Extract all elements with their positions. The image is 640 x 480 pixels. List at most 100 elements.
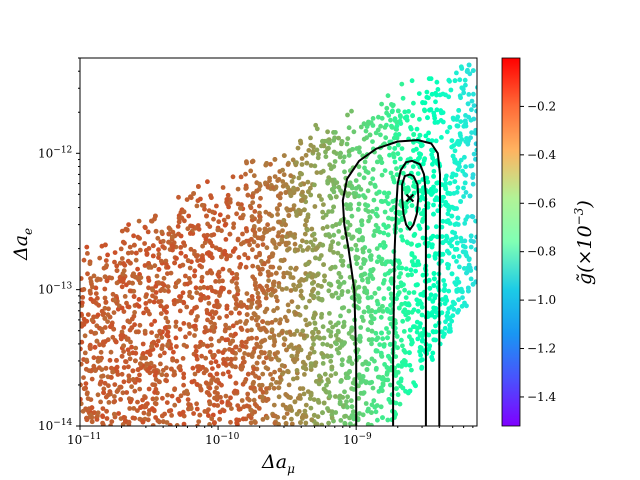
scatter-point bbox=[456, 160, 462, 166]
scatter-point bbox=[461, 194, 466, 199]
scatter-point bbox=[188, 406, 194, 411]
scatter-point bbox=[410, 164, 416, 170]
scatter-point bbox=[187, 280, 193, 285]
scatter-point bbox=[287, 404, 293, 409]
scatter-point bbox=[466, 92, 472, 97]
scatter-point bbox=[373, 211, 379, 217]
scatter-point bbox=[302, 231, 308, 237]
scatter-point bbox=[310, 148, 316, 154]
scatter-point bbox=[285, 302, 291, 308]
scatter-point bbox=[462, 238, 468, 244]
scatter-point bbox=[410, 113, 415, 119]
scatter-point bbox=[346, 331, 352, 336]
scatter-point bbox=[431, 202, 436, 208]
scatter-point bbox=[280, 179, 286, 184]
scatter-point bbox=[142, 328, 148, 334]
scatter-point bbox=[269, 327, 275, 333]
scatter-point bbox=[253, 373, 258, 379]
scatter-point bbox=[386, 286, 392, 292]
scatter-point bbox=[88, 329, 94, 335]
scatter-point bbox=[138, 275, 144, 280]
scatter-point bbox=[282, 314, 288, 320]
scatter-point bbox=[240, 364, 245, 370]
scatter-point bbox=[303, 414, 309, 419]
scatter-point bbox=[412, 231, 418, 237]
scatter-point bbox=[438, 108, 444, 114]
scatter-point bbox=[368, 267, 373, 273]
scatter-point bbox=[347, 183, 352, 188]
scatter-point bbox=[304, 218, 309, 224]
scatter-point bbox=[137, 386, 143, 392]
scatter-point bbox=[396, 209, 401, 215]
scatter-point bbox=[289, 353, 295, 359]
scatter-point bbox=[346, 125, 352, 131]
scatter-point bbox=[378, 404, 384, 410]
scatter-point bbox=[392, 146, 398, 151]
scatter-point bbox=[255, 322, 261, 328]
scatter-point bbox=[407, 350, 412, 356]
scatter-point bbox=[185, 258, 191, 264]
scatter-point bbox=[253, 254, 259, 260]
scatter-point bbox=[343, 371, 349, 377]
scatter-point bbox=[387, 145, 392, 151]
scatter-point bbox=[336, 229, 342, 234]
scatter-point bbox=[379, 160, 385, 166]
scatter-point bbox=[93, 330, 99, 336]
scatter-point bbox=[216, 349, 221, 354]
scatter-point bbox=[246, 298, 252, 303]
scatter-point bbox=[396, 258, 401, 264]
scatter-point bbox=[286, 308, 292, 314]
scatter-point bbox=[378, 198, 384, 204]
scatter-point bbox=[132, 242, 137, 248]
scatter-point bbox=[343, 244, 348, 250]
scatter-point bbox=[131, 294, 137, 299]
scatter-point bbox=[128, 339, 133, 345]
scatter-point bbox=[241, 240, 246, 246]
scatter-point bbox=[224, 356, 230, 362]
scatter-point bbox=[223, 337, 229, 343]
scatter-point bbox=[203, 236, 209, 242]
scatter-point bbox=[299, 277, 304, 282]
scatter-point bbox=[175, 279, 181, 285]
scatter-point bbox=[386, 353, 391, 359]
scatter-point bbox=[120, 261, 126, 266]
scatter-point bbox=[199, 278, 205, 284]
scatter-point bbox=[300, 359, 306, 365]
scatter-point bbox=[367, 214, 373, 220]
scatter-point bbox=[401, 309, 406, 315]
scatter-point bbox=[356, 396, 362, 401]
scatter-point bbox=[390, 174, 396, 180]
scatter-point bbox=[312, 163, 318, 169]
scatter-point bbox=[176, 231, 181, 237]
scatter-point bbox=[165, 392, 170, 398]
scatter-point bbox=[182, 218, 187, 224]
scatter-point bbox=[197, 412, 203, 418]
scatter-point bbox=[286, 187, 292, 193]
scatter-point bbox=[264, 415, 270, 421]
scatter-point bbox=[127, 406, 133, 411]
scatter-point bbox=[469, 107, 474, 113]
scatter-point bbox=[92, 344, 98, 350]
scatter-point bbox=[257, 271, 263, 277]
scatter-point bbox=[226, 325, 232, 331]
scatter-point bbox=[213, 310, 219, 315]
scatter-point bbox=[305, 179, 311, 185]
scatter-point bbox=[251, 397, 257, 403]
scatter-point bbox=[193, 253, 199, 259]
scatter-point bbox=[298, 293, 304, 299]
scatter-point bbox=[252, 419, 257, 424]
scatter-point bbox=[383, 135, 389, 141]
scatter-point bbox=[361, 309, 367, 315]
scatter-point bbox=[284, 411, 290, 416]
x-tick-label: 10−9 bbox=[343, 432, 372, 447]
scatter-point bbox=[146, 246, 152, 251]
scatter-point bbox=[409, 241, 414, 247]
scatter-point bbox=[320, 324, 326, 330]
scatter-point bbox=[315, 272, 320, 278]
scatter-point bbox=[288, 230, 293, 236]
scatter-point bbox=[150, 406, 155, 412]
scatter-point bbox=[419, 142, 425, 148]
scatter-point bbox=[374, 206, 380, 212]
scatter-point bbox=[334, 341, 339, 347]
scatter-point bbox=[126, 377, 132, 382]
